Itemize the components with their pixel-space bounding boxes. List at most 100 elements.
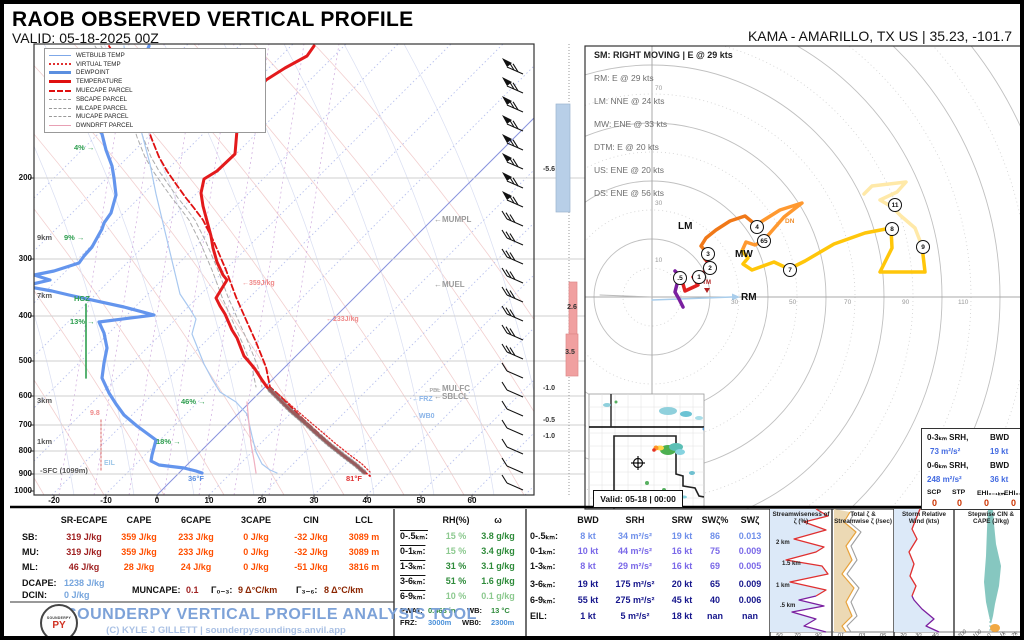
- valid-timestamp: VALID: 05-18-2025 00Z: [12, 30, 159, 46]
- temp-tick: -10: [100, 496, 112, 505]
- muncape-label: MUNCAPE:: [132, 585, 181, 595]
- sounderpy-logo: SOUNDERPY PY: [40, 604, 78, 636]
- w-cell: 1.6 g/kg: [481, 576, 515, 586]
- height-marker: 8: [885, 222, 899, 236]
- dwndrft-swatch-icon: [49, 125, 71, 127]
- pwat-label: PWAT:: [400, 606, 423, 615]
- rh-cell: 51 %: [445, 576, 467, 586]
- w-cell: 3.8 g/kg: [481, 531, 515, 541]
- inset-ylabel: 1 km: [776, 583, 790, 589]
- virtual-temp-trace: [275, 391, 371, 473]
- ehi01-value: 0: [984, 498, 990, 508]
- sw-cell: 0.009: [738, 579, 762, 589]
- srh-cell: 175 m²/s²: [615, 579, 655, 589]
- ring-label: 70: [655, 85, 663, 92]
- hodograph-trace: [599, 180, 927, 309]
- cell: 24 J/kg: [180, 562, 212, 572]
- srw-cell: 45 kt: [671, 595, 693, 605]
- wb0-label: ←WB0: [412, 413, 435, 420]
- bwd-cell: 55 kt: [577, 595, 599, 605]
- pressure-tick: 800: [18, 446, 32, 455]
- sw-cell: 0.009: [738, 546, 762, 556]
- swp-cell: 69: [709, 561, 720, 571]
- stp-value: 0: [957, 498, 963, 508]
- inset-tick: .03: [857, 633, 866, 639]
- bwd-cell: 10 kt: [577, 546, 599, 556]
- cell: 233 J/kg: [178, 547, 214, 557]
- inset-ylabel: 1.5 km: [782, 561, 801, 567]
- legend-label: MUECAPE PARCEL: [76, 87, 133, 95]
- radar-map-inset: [588, 393, 705, 510]
- col-header: BWD: [577, 515, 599, 525]
- inset-tick: 70: [794, 633, 801, 639]
- inset-ylabel: 2 km: [776, 540, 790, 546]
- frz-table-label: FRZ:: [400, 618, 418, 627]
- pwat-value: 0.468 in: [428, 606, 456, 615]
- height-marker: 2: [703, 261, 717, 275]
- col-header: SWζ%: [701, 515, 729, 525]
- height-label: 7km: [37, 291, 53, 300]
- inset-ylabel: .5 km: [780, 603, 796, 609]
- page-title: RAOB OBSERVED VERTICAL PROFILE: [12, 8, 414, 31]
- sw-cell: 0.006: [738, 595, 762, 605]
- swp-cell: 75: [709, 546, 720, 556]
- legend-label: DEWPOINT: [76, 69, 110, 77]
- lm-label: LM: [678, 221, 693, 232]
- dn-label: DN: [785, 218, 795, 225]
- motion-line: DS: ENE @ 56 kts: [594, 188, 665, 198]
- cell: 0 J/kg: [243, 532, 269, 542]
- dcape-value: 1238 J/kg: [64, 578, 105, 588]
- legend-item: WETBULB TEMP: [49, 51, 261, 60]
- row-label: EIL:: [530, 611, 547, 621]
- inset-tick: 40: [932, 633, 939, 639]
- legend-item: DWNDRFT PARCEL: [49, 121, 261, 130]
- legend-label: TEMPERATURE: [76, 78, 123, 86]
- height-marker: 7: [783, 263, 797, 277]
- row-label: 0-1ₖₘ:: [400, 546, 426, 556]
- muel-label: ←MUEL: [434, 280, 465, 289]
- motion-line: RM: E @ 29 kts: [594, 73, 654, 83]
- inset-title: Total ζ & Streamwise ζ (/sec): [834, 511, 892, 525]
- cell: 3816 m: [348, 562, 380, 572]
- ring-label: 50: [789, 299, 797, 306]
- height-label: 1km: [37, 437, 53, 446]
- ring-label: 110: [958, 299, 969, 306]
- srh-cell: 29 m²/s²: [617, 561, 652, 571]
- cell: 233 J/kg: [178, 532, 214, 542]
- swp-cell: 40: [709, 595, 720, 605]
- sw-cell: 0.013: [738, 531, 762, 541]
- bwd-cell: 8 kt: [580, 531, 596, 541]
- pressure-tick: 300: [18, 254, 32, 263]
- cell: 28 J/kg: [123, 562, 155, 572]
- stp-header: STP: [952, 489, 966, 496]
- srw-cell: 20 kt: [671, 579, 693, 589]
- temp-tick: 30: [309, 496, 319, 505]
- mulfc-label: ←MULFC: [434, 384, 470, 393]
- row-label: 1-3ₖₘ:: [530, 561, 556, 571]
- wb-value: 13 °C: [491, 606, 510, 615]
- eil-label: EIL: [104, 460, 115, 467]
- sblcl-label: ←SBLCL: [434, 392, 469, 401]
- rh-annotation: 18% →: [156, 437, 181, 446]
- legend-label: VIRTUAL TEMP: [76, 60, 121, 68]
- muecape-swatch-icon: [49, 89, 71, 92]
- temperature-swatch-icon: [49, 80, 71, 84]
- motion-line: MW: ENE @ 33 kts: [594, 119, 668, 129]
- motion-line: DTM: E @ 20 kts: [594, 142, 659, 152]
- col-header: CAPE: [126, 515, 152, 525]
- wb0-value: 2300m: [491, 618, 515, 627]
- temp-tick: 40: [362, 496, 372, 505]
- lapse03-label: Γ₀₋₃:: [211, 585, 233, 595]
- inset-title: Streamwiseness of ζ (%): [772, 511, 830, 525]
- wetbulb-swatch-icon: [49, 54, 71, 56]
- inset-tick: 50: [776, 633, 783, 639]
- dcape-line-label: 9.8: [90, 410, 100, 417]
- srw-cell: 16 kt: [671, 546, 693, 556]
- bwd3-label: BWD: [990, 433, 1010, 442]
- inset-tick: .01: [836, 633, 845, 639]
- temp-tick: 20: [257, 496, 267, 505]
- srw-cell: 19 kt: [671, 531, 693, 541]
- bwd6-label: BWD: [990, 461, 1010, 470]
- rh-cell: 31 %: [445, 561, 467, 571]
- col-header: CIN: [303, 515, 319, 525]
